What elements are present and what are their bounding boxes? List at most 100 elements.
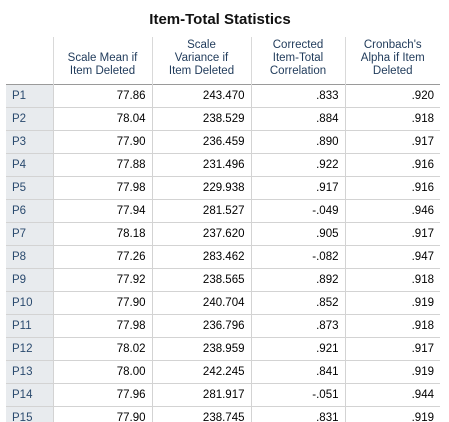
table-row: P2 78.04 238.529.884.918 [6,106,440,130]
table-cell: .905 [250,221,345,245]
table-cell: 281.527 [151,198,251,222]
table-row: P6 77.94 281.527 -.049.946 [6,198,440,222]
table-cell: .852 [250,290,345,314]
table-cell: 237.620 [151,221,251,245]
row-label: P3 [6,129,53,153]
table-cell: .918 [344,267,440,291]
table-cell: .921 [250,336,345,360]
table-title: Item-Total Statistics [149,11,291,28]
table-cell: .946 [344,198,440,222]
table-cell: 77.90 [52,405,152,422]
table-row: P1 77.86 243.470.833.920 [6,83,440,107]
table-row: P13 78.00 242.245.841.919 [6,359,440,383]
table-cell: .890 [250,129,345,153]
table-cell: -.049 [250,198,345,222]
table-cell: .833 [250,83,345,107]
column-header-line: Cronbach's [363,38,422,51]
table-cell: .944 [344,382,440,406]
table-row: P8 77.26 283.462 -.082.947 [6,244,440,268]
table-row: P15 77.90 238.745.831.919 [6,405,440,422]
table-cell: 238.959 [151,336,251,360]
table-row: P7 78.18 237.620.905.917 [6,221,440,245]
table-row: P14 77.96 281.917 -.051.944 [6,382,440,406]
table-cell: .917 [344,336,440,360]
table-cell: .947 [344,244,440,268]
table-cell: .892 [250,267,345,291]
table-cell: .884 [250,106,345,130]
row-label: P5 [6,175,53,199]
column-header-line: Scale [187,38,216,51]
column-header-scale-variance: Scale Variance if Item Deleted [151,37,251,84]
table-cell: 78.18 [52,221,152,245]
table-cell: .922 [250,152,345,176]
row-label: P10 [6,290,53,314]
table-cell: .919 [344,359,440,383]
table-cell: 238.529 [151,106,251,130]
table-cell: -.051 [250,382,345,406]
column-header-line: Item Deleted [69,64,136,77]
table-cell: .873 [250,313,345,337]
table-row: P9 77.92 238.565.892.918 [6,267,440,291]
table-body: P1 77.86 243.470.833.920 P2 78.04 238.529.884… [6,83,440,422]
column-header-line: Deleted [372,64,413,77]
table-row: P5 77.98 229.938.917.916 [6,175,440,199]
table-cell: 77.90 [52,129,152,153]
table-cell: 77.96 [52,382,152,406]
table-cell: 77.26 [52,244,152,268]
table-cell: 77.86 [52,83,152,107]
table-row: P4 77.88 231.496.922.916 [6,152,440,176]
column-header-line: Correlation [269,64,327,77]
table-cell: .916 [344,175,440,199]
column-header-line: Variance if [174,51,229,64]
column-header-corrected-correlation: Corrected Item-Total Correlation [250,37,345,84]
table-cell: .831 [250,405,345,422]
table-cell: .917 [250,175,345,199]
row-label: P2 [6,106,53,130]
table-cell: 231.496 [151,152,251,176]
row-label: P7 [6,221,53,245]
column-header-line: Item Deleted [168,64,235,77]
table-cell: -.082 [250,244,345,268]
table-cell: 78.02 [52,336,152,360]
table-row: P10 77.90 240.704.852.919 [6,290,440,314]
table-cell: .919 [344,290,440,314]
table-cell: 238.565 [151,267,251,291]
row-label: P14 [6,382,53,406]
row-label: P12 [6,336,53,360]
row-label: P9 [6,267,53,291]
column-header-line: Corrected [272,38,324,51]
table-cell: .920 [344,83,440,107]
row-label: P11 [6,313,53,337]
row-label: P4 [6,152,53,176]
table-cell: 77.90 [52,290,152,314]
table-cell: .918 [344,106,440,130]
column-header-line: Item-Total [272,51,324,64]
table-cell: .841 [250,359,345,383]
table-cell: 77.98 [52,175,152,199]
table-cell: 281.917 [151,382,251,406]
table-row: P3 77.90 236.459.890.917 [6,129,440,153]
table-cell: 229.938 [151,175,251,199]
table-cell: 77.88 [52,152,152,176]
table-cell: 236.459 [151,129,251,153]
table-cell: .919 [344,405,440,422]
row-label: P6 [6,198,53,222]
table-cell: 78.00 [52,359,152,383]
table-cell: .918 [344,313,440,337]
table-cell: 238.745 [151,405,251,422]
corner-cell [6,37,53,84]
row-label: P13 [6,359,53,383]
column-header-cronbach-alpha: Cronbach's Alpha if Item Deleted [344,37,440,84]
table-cell: 77.98 [52,313,152,337]
table-cell: 77.94 [52,198,152,222]
row-label: P15 [6,405,53,422]
table-cell: 78.04 [52,106,152,130]
row-label: P8 [6,244,53,268]
column-header-line: Alpha if Item [360,51,425,64]
item-total-statistics-table: Scale Mean if Item Deleted Scale Variance … [6,37,440,422]
table-cell: .917 [344,129,440,153]
row-label: P1 [6,83,53,107]
table-cell: 240.704 [151,290,251,314]
table-cell: 236.796 [151,313,251,337]
table-cell: 243.470 [151,83,251,107]
